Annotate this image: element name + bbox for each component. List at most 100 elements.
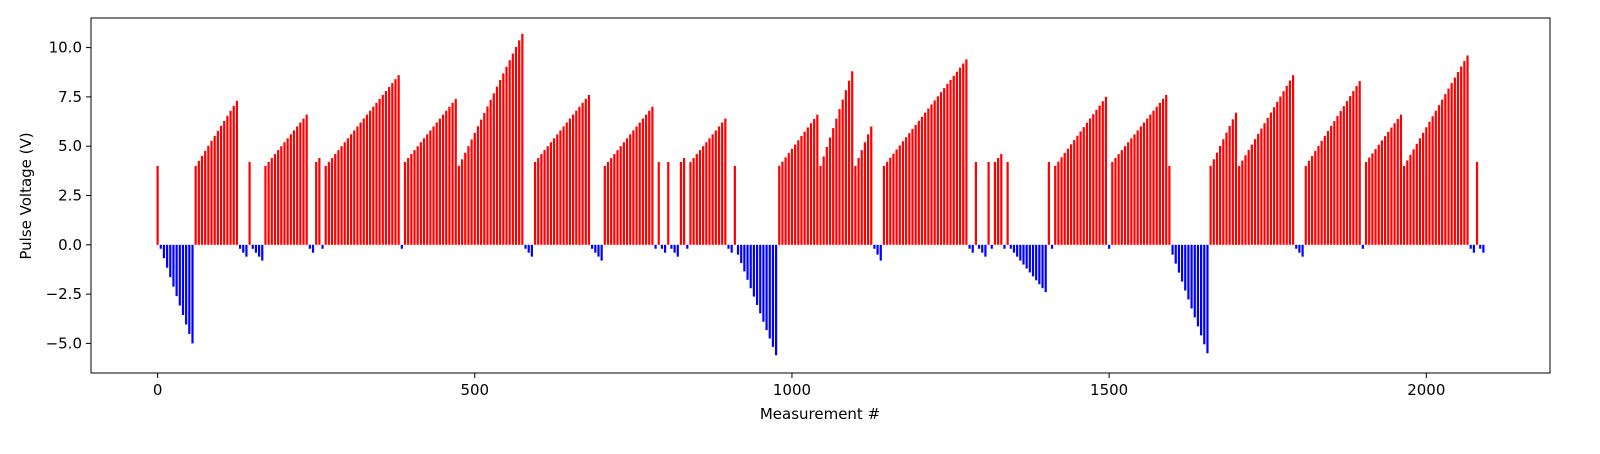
bar-pos-09-3: [543, 150, 546, 245]
bar-pos-06-3: [334, 154, 337, 245]
bar-pos-26-4: [1123, 146, 1127, 245]
bar-neg-02-2: [245, 244, 248, 257]
bar-pos-17-6: [838, 109, 841, 245]
bar-neg-04-0: [308, 244, 311, 249]
bar-pos-07-2: [410, 154, 413, 245]
bar-neg-01-1: [162, 244, 166, 259]
bar-pos-08-11: [492, 93, 495, 245]
bar-pos-19-26: [965, 59, 968, 245]
bar-neg-01-9: [188, 244, 191, 334]
bar-pos-30-1: [1307, 160, 1311, 245]
bar-pos-07-8: [429, 130, 432, 245]
bar-pos-02-7: [216, 130, 219, 245]
bar-pos-04-13: [305, 114, 308, 245]
bar-pos-02-2: [200, 155, 204, 245]
bar-pos-07-11: [438, 118, 441, 245]
bar-pos-32-16: [1453, 77, 1456, 245]
bar-pos-10-1: [606, 161, 610, 245]
bar-neg-14-4: [749, 244, 752, 289]
bar-neg-03-1: [254, 244, 258, 253]
bar-pos-26-9: [1139, 126, 1142, 245]
bar-neg-01-6: [178, 244, 181, 306]
bar-neg-14-2: [743, 244, 746, 272]
bar-neg-14-8: [762, 244, 765, 322]
bar-pos-29-10: [1269, 112, 1272, 245]
bar-pos-17-3: [828, 137, 832, 245]
bar-pos-30-9: [1333, 121, 1336, 245]
bar-neg-23-8: [1196, 244, 1200, 327]
bar-pos-29-15: [1285, 85, 1288, 245]
bar-pos-28-4: [1222, 139, 1225, 245]
bar-pos-07-15: [451, 102, 454, 245]
bar-pos-31-0: [1364, 161, 1368, 245]
bar-pos-09-0: [533, 161, 537, 245]
bar-pos-32-19: [1463, 60, 1466, 245]
bar-pos-19-9: [911, 129, 914, 245]
bar-pos-32-10: [1434, 110, 1437, 245]
bar-neg-11-0: [670, 244, 673, 249]
bar-pos-30-13: [1345, 101, 1349, 245]
bar-pos-32-14: [1447, 88, 1450, 245]
bar-neg-14-5: [752, 244, 755, 297]
y-tick-label-3: 2.5: [58, 187, 82, 205]
bar-pos-10-8: [629, 134, 632, 245]
bar-pos-09-9: [562, 126, 565, 245]
bar-pos-17-8: [844, 90, 847, 245]
bar-pos-06-9: [353, 130, 356, 245]
bar-neg-03-0: [251, 244, 254, 249]
bar-pos-17-9: [847, 80, 851, 245]
bar-neg-08-0: [591, 244, 594, 249]
bar-pos-14-9: [717, 126, 721, 245]
bar-neg-23-4: [1184, 244, 1187, 291]
bar-neg-01-0: [159, 244, 162, 249]
bar-neg-14-10: [768, 244, 771, 339]
bar-pos-25-15: [1101, 101, 1104, 245]
bar-pos-33-0: [1475, 161, 1479, 245]
bar-neg-23-6: [1190, 244, 1193, 309]
bar-pos-08-14: [502, 73, 505, 245]
bar-pos-31-9: [1393, 123, 1396, 245]
bar-pos-32-2: [1409, 154, 1412, 245]
bar-pos-14-3: [698, 150, 702, 245]
bar-pos-06-20: [388, 87, 391, 245]
bar-pos-06-22: [394, 79, 397, 245]
bar-pos-09-1: [537, 158, 540, 245]
bar-neg-26-0: [1469, 244, 1472, 249]
bar-pos-06-17: [378, 98, 381, 245]
bar-pos-32-15: [1450, 83, 1453, 245]
bar-pos-30-3: [1314, 150, 1317, 245]
bar-pos-14-0: [689, 161, 692, 245]
bar-neg-18-0: [990, 244, 993, 249]
bar-pos-19-1: [886, 161, 889, 245]
bar-pos-08-6: [476, 126, 480, 245]
bar-pos-26-7: [1133, 134, 1136, 245]
bar-pos-25-9: [1082, 127, 1085, 245]
bar-neg-13-0: [727, 244, 730, 249]
bar-pos-08-13: [499, 80, 502, 245]
bar-pos-10-9: [632, 130, 635, 245]
bar-pos-09-8: [559, 130, 562, 245]
y-tick-label-2: 0.0: [58, 236, 82, 254]
bar-pos-18-2: [860, 150, 863, 245]
bar-pos-16-2: [784, 157, 787, 245]
bar-neg-23-5: [1187, 244, 1190, 300]
bar-pos-16-9: [806, 127, 809, 245]
bar-pos-30-7: [1326, 131, 1330, 245]
bar-pos-02-1: [197, 160, 200, 245]
bar-neg-02-0: [238, 244, 242, 249]
bar-neg-20-3: [1019, 244, 1022, 261]
bar-pos-17-10: [851, 71, 854, 245]
bar-pos-08-7: [480, 119, 483, 245]
bar-neg-24-0: [1295, 244, 1298, 249]
bar-pos-19-11: [917, 120, 920, 245]
bar-pos-18-4: [866, 134, 870, 245]
bar-pos-25-7: [1076, 135, 1079, 245]
bar-pos-06-7: [346, 138, 350, 245]
bar-pos-29-8: [1263, 123, 1266, 245]
bar-pos-10-7: [625, 138, 629, 245]
bar-neg-02-1: [242, 244, 245, 253]
bar-pos-04-0: [264, 165, 267, 245]
bar-pos-19-12: [920, 116, 924, 245]
bar-pos-29-12: [1276, 101, 1279, 245]
bar-pos-17-7: [841, 99, 844, 245]
